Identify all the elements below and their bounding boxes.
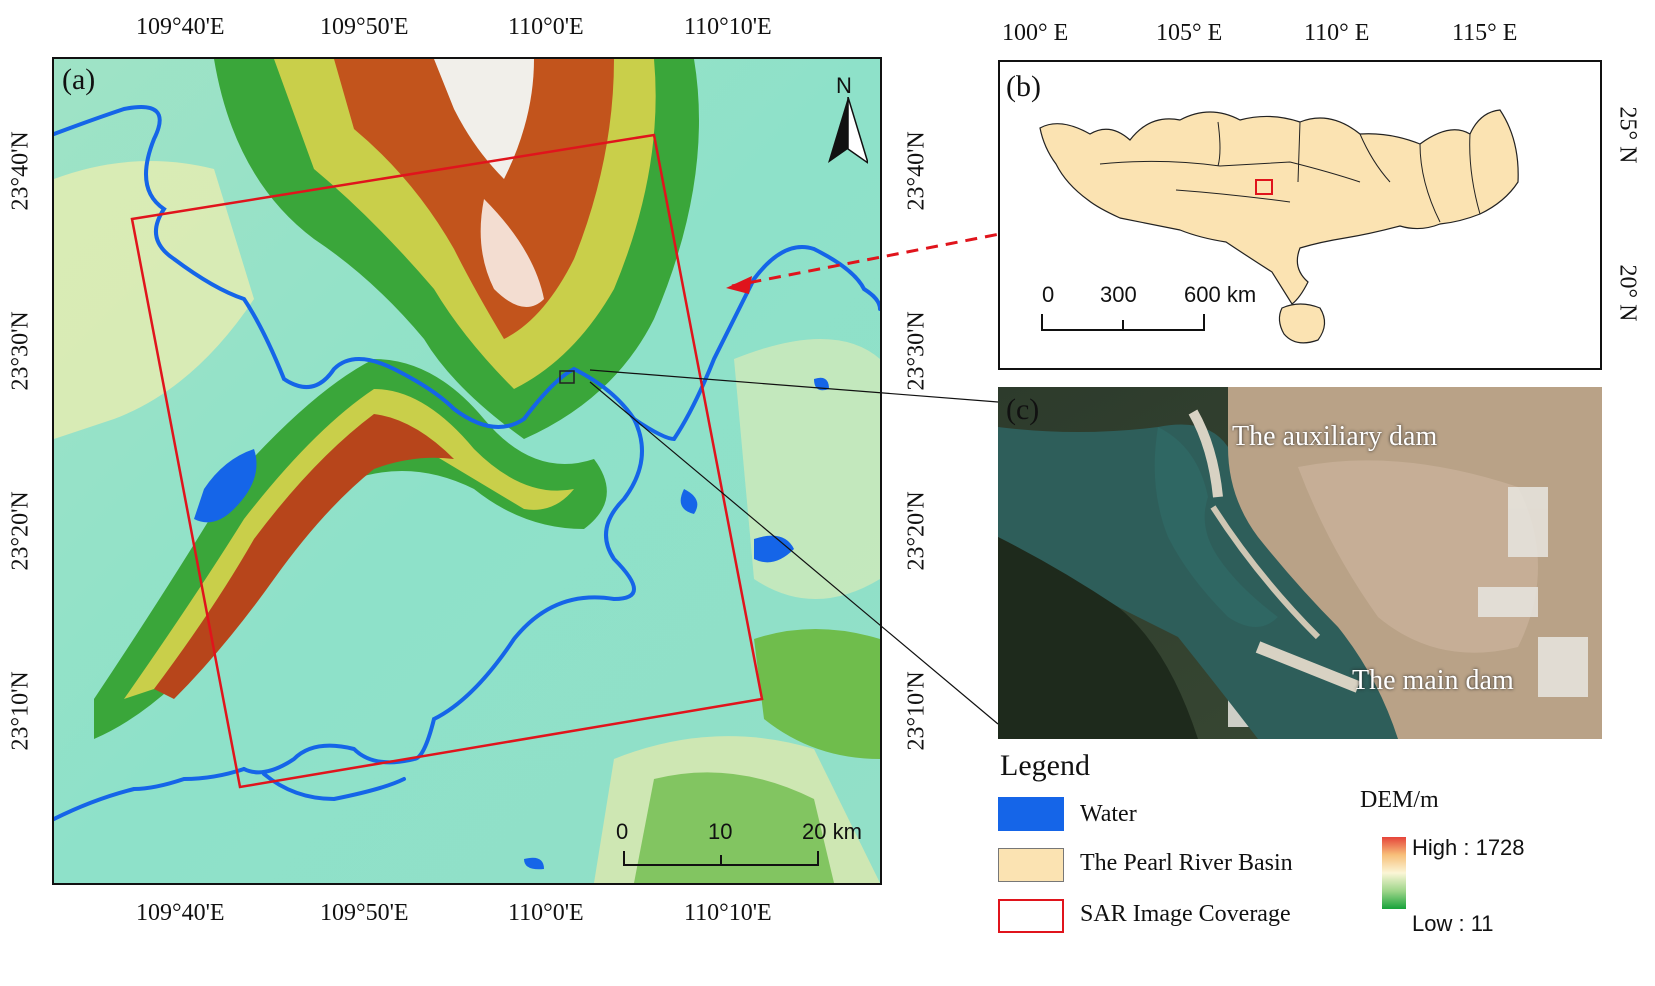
b-scale-label-0: 0 [1042,282,1055,307]
scale-bar-line [623,851,819,866]
dem-legend-title: DEM/m [1360,787,1439,813]
auxiliary-dam-label: The auxiliary dam [1232,421,1438,452]
b-top-tick-4: 115° E [1452,20,1518,46]
panel-b-scale-bar: 0 300 600 km [1020,282,1280,352]
legend-swatch-water [998,797,1064,831]
a-left-tick-4: 23°10'N [7,671,34,751]
north-arrow-label: N [836,73,852,98]
panel-c-satellite-image: (c) The auxiliary dam The main dam [998,387,1602,739]
scale-label-20: 20 km [802,819,862,844]
dem-map-graphic [54,59,880,883]
legend-label-water: Water [1080,801,1137,827]
panel-a-dem-map: (a) N 0 10 20 km [52,57,882,885]
a-top-tick-4: 110°10'E [684,14,772,40]
b-scale-label-600: 600 km [1184,282,1257,307]
north-arrow-icon [828,97,868,164]
panel-c-label: (c) [1006,393,1040,426]
panel-b-label: (b) [1006,70,1041,103]
panel-a-label: (a) [62,63,96,96]
a-bottom-tick-2: 109°50'E [320,900,409,926]
legend-title: Legend [1000,749,1090,782]
a-right-tick-4: 23°10'N [903,671,930,751]
dam-satellite-graphic [998,387,1602,739]
a-right-tick-3: 23°20'N [903,491,930,571]
legend: Legend Water The Pearl River Basin SAR I… [998,745,1638,985]
scale-label-10: 10 [708,819,733,844]
dem-low-label: Low : 11 [1412,911,1494,936]
study-area-box [1255,179,1273,195]
a-top-tick-1: 109°40'E [136,14,225,40]
a-left-tick-3: 23°20'N [7,491,34,571]
dem-color-ramp [1382,837,1406,909]
north-arrow: N [828,73,868,164]
legend-swatch-coverage [998,899,1064,933]
a-right-tick-1: 23°40'N [903,131,930,211]
a-left-tick-2: 23°30'N [7,311,34,391]
b-right-tick-1: 25° N [1614,106,1641,164]
a-bottom-tick-4: 110°10'E [684,900,772,926]
a-top-tick-2: 109°50'E [320,14,409,40]
panel-b-locator-map: (b) 0 300 600 km [998,60,1602,370]
b-top-tick-2: 105° E [1156,20,1223,46]
a-left-tick-1: 23°40'N [7,131,34,211]
legend-label-basin: The Pearl River Basin [1080,850,1293,876]
panel-a-scale-bar: 0 10 20 km [604,819,874,879]
a-bottom-tick-3: 110°0'E [508,900,584,926]
b-scale-bar-line [1041,314,1205,331]
a-right-tick-2: 23°30'N [903,311,930,391]
a-bottom-tick-1: 109°40'E [136,900,225,926]
b-top-tick-3: 110° E [1304,20,1370,46]
scale-label-0: 0 [616,819,629,844]
a-top-tick-3: 110°0'E [508,14,584,40]
b-scale-label-300: 300 [1100,282,1137,307]
legend-label-coverage: SAR Image Coverage [1080,901,1291,927]
dam-location-box [559,370,575,384]
main-dam-label: The main dam [1352,665,1514,696]
b-right-tick-2: 20° N [1614,264,1641,322]
dem-high-label: High : 1728 [1412,835,1525,860]
legend-swatch-basin [998,848,1064,882]
pearl-river-basin-graphic [1039,109,1519,344]
b-top-tick-1: 100° E [1002,20,1069,46]
